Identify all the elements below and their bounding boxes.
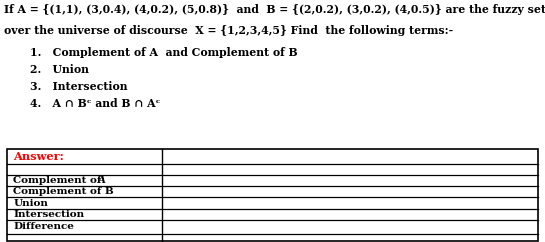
Text: If A = {(1,1), (3,0.4), (4,0.2), (5,0.8)}  and  B = {(2,0.2), (3,0.2), (4,0.5)} : If A = {(1,1), (3,0.4), (4,0.2), (5,0.8)… bbox=[4, 4, 545, 15]
Text: 4.   A ∩ Bᶜ and B ∩ Aᶜ: 4. A ∩ Bᶜ and B ∩ Aᶜ bbox=[30, 98, 160, 109]
Text: Intersection: Intersection bbox=[13, 210, 84, 219]
Text: Complement of B: Complement of B bbox=[13, 187, 114, 196]
Text: Union: Union bbox=[13, 198, 48, 208]
Text: Answer:: Answer: bbox=[13, 151, 64, 162]
Text: over the universe of discourse  X = {1,2,3,4,5} Find  the following terms:-: over the universe of discourse X = {1,2,… bbox=[4, 25, 453, 36]
Text: Difference: Difference bbox=[13, 222, 74, 231]
Text: 1.   Complement of A  and Complement of B: 1. Complement of A and Complement of B bbox=[30, 47, 298, 58]
Text: A: A bbox=[98, 176, 106, 185]
Text: 3.   Intersection: 3. Intersection bbox=[30, 81, 128, 92]
Text: 2.   Union: 2. Union bbox=[30, 64, 89, 75]
Text: Complement of: Complement of bbox=[13, 176, 105, 185]
